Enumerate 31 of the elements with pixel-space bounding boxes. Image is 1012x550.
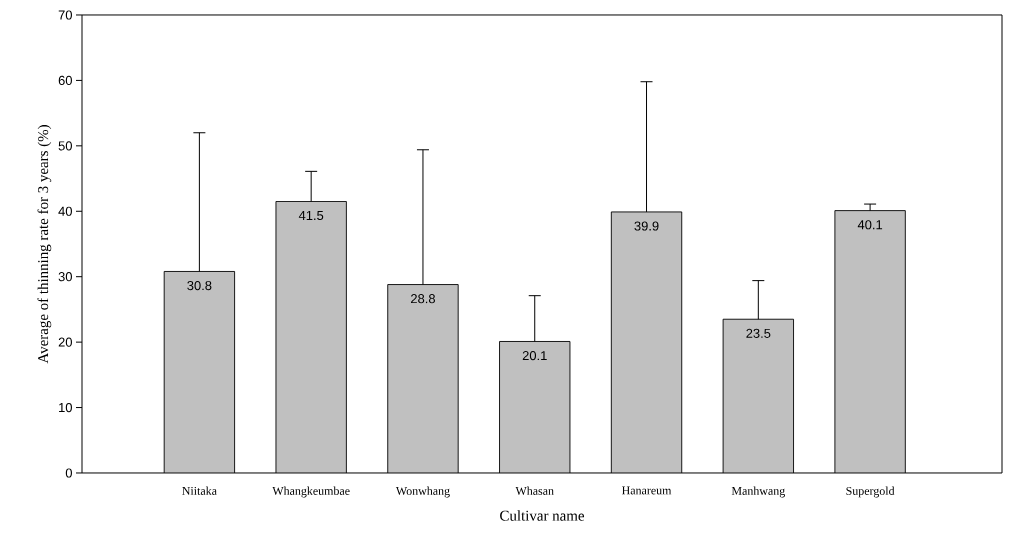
x-axis-title: Cultivar name [500,510,585,521]
y-tick-label: 60 [58,75,72,85]
data-label: 40.1 [857,220,883,230]
bar [163,271,236,473]
bar [499,341,570,473]
x-tick-label: Niitaka [182,486,217,495]
x-tick-label: Supergold [846,486,895,498]
y-tick-label: 70 [58,10,72,20]
y-tick-label: 40 [58,206,72,216]
bar [387,284,459,473]
data-label: 41.5 [298,210,324,221]
y-tick-label: 0 [65,468,72,478]
y-tick-label: 10 [59,402,72,413]
data-label: 23.5 [746,328,771,338]
bar [275,201,347,473]
x-tick-label: Manhwang [731,486,785,498]
x-tick-label: Wonwhang [395,486,450,498]
data-label: 30.8 [187,280,212,291]
x-tick-label: Hanareum [621,486,672,495]
bar [722,318,794,473]
x-tick-label: Whasan [515,486,554,495]
y-axis-title: Average of thinning rate for 3 years (%) [37,125,52,364]
data-label: 39.9 [634,221,659,231]
data-label: 20.1 [522,350,547,361]
y-tick-label: 50 [58,141,72,151]
bar [834,210,906,473]
y-tick-label: 20 [58,337,72,347]
data-label: 28.8 [411,294,435,304]
x-tick-label: Whangkeumbae [272,486,350,498]
bar [610,211,683,473]
y-tick-label: 30 [58,272,72,282]
